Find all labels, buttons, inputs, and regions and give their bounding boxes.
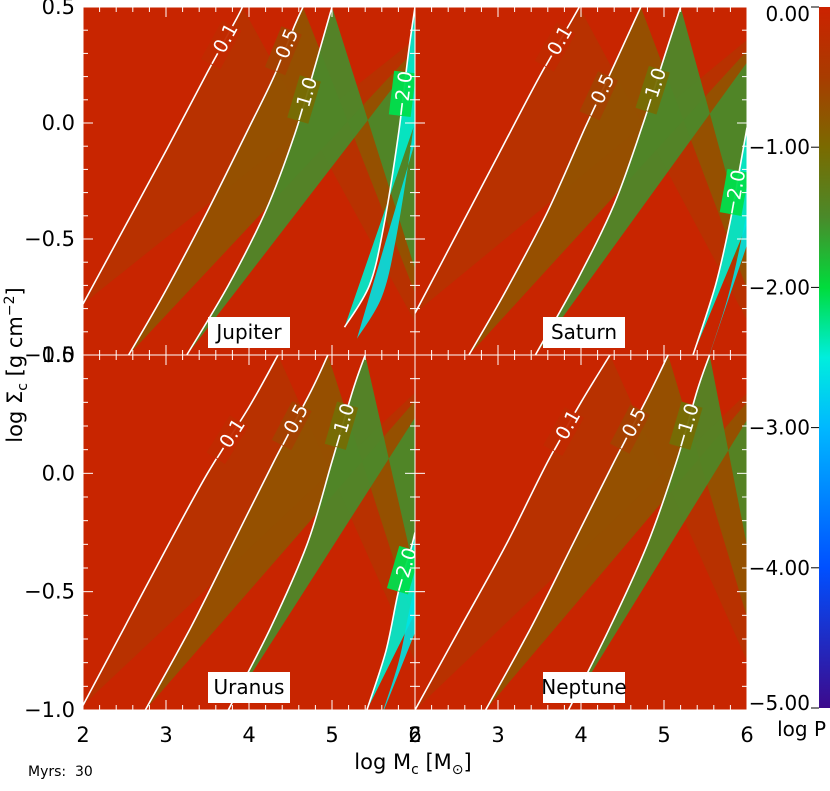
contour-line--1: [186, 7, 333, 355]
y-tick-label: −0.5: [24, 580, 75, 604]
ticks-jupiter: [82, 6, 416, 356]
y-tick-label: −1.0: [24, 698, 75, 722]
colorbar-tick-label: −1.00: [749, 135, 810, 159]
x-tick-label: 3: [491, 723, 504, 747]
y-tick-label: 0.0: [42, 461, 75, 485]
field-band: [468, 7, 747, 355]
contour-line--2: [366, 532, 415, 710]
y-tick-label: −1.0: [24, 343, 75, 367]
contour-line--1: [534, 7, 682, 355]
x-tick-label: 6: [408, 723, 421, 747]
x-axis-title: log Mc [M⊙]: [354, 750, 471, 778]
ticks-layer: −1.0−0.50.00.5−1.0−0.50.00.52 3 4 5 62 3 4 5 6: [24, 0, 754, 747]
x-tick-label: 2: [76, 723, 89, 747]
field-band: [228, 355, 415, 710]
contour-line--2: [343, 7, 415, 328]
y-tick-label: 0.5: [42, 0, 75, 19]
field-band: [128, 7, 415, 355]
x-tick-label: 3: [159, 723, 172, 747]
x-tick-label: 4: [574, 723, 587, 747]
colorbar-label: log P: [777, 717, 826, 741]
footer-label: Myrs:: [28, 764, 66, 780]
contour-label: −2.0: [388, 70, 417, 118]
x-tick-label: 5: [325, 723, 338, 747]
panel-label-text: Jupiter: [214, 320, 282, 344]
contour-line--0_5: [144, 355, 329, 710]
colorbar-tick-label: −5.00: [749, 691, 810, 715]
x-tick-label: 4: [242, 723, 255, 747]
y-tick-label: 0.5: [42, 343, 75, 367]
field-bands: [415, 7, 747, 355]
panel-label-text: Saturn: [551, 320, 617, 344]
colorbar-tick-label: −4.00: [749, 556, 810, 580]
contour-line--1: [567, 355, 711, 710]
panel-label-text: Uranus: [214, 675, 285, 699]
contour-line--1: [227, 355, 366, 710]
field-band: [535, 7, 747, 355]
field-band: [693, 127, 747, 355]
field-band: [186, 7, 415, 355]
field-core: [383, 588, 415, 710]
footer: Myrs: 30: [28, 764, 93, 780]
contour-lines: −0.1−0.5−1.0−2.0: [83, 7, 417, 355]
contour-label-text: −2.0: [390, 70, 417, 118]
colorbar-tick-label: 0.00: [765, 2, 810, 26]
ticks-neptune: [414, 354, 748, 711]
y-axis-title: log Σc [g cm−2]: [2, 287, 31, 442]
panel-label-text: Neptune: [541, 675, 626, 699]
x-tick-label: 6: [740, 723, 753, 747]
contour-line--0_1: [83, 355, 279, 706]
field-bands: [83, 7, 415, 355]
panel-label-saturn: Saturn: [543, 317, 625, 348]
contour-line--0_5: [484, 355, 669, 710]
x-tick-label: 5: [657, 723, 670, 747]
contour-line--0_1: [415, 355, 611, 710]
panel-label-uranus: Uranus: [208, 672, 290, 703]
svg-text:log Σc [g cm−2]: log Σc [g cm−2]: [2, 287, 31, 442]
contour-line--0_5: [127, 7, 304, 355]
panel-label-neptune: Neptune: [541, 672, 627, 703]
contour-line--2: [692, 127, 747, 355]
colorbar-tick-label: −3.00: [749, 416, 810, 440]
colorbar-tick-label: −2.00: [749, 275, 810, 299]
ticks-uranus: [82, 354, 416, 711]
footer-value: 30: [75, 764, 93, 780]
colorbar-gradient: [819, 7, 830, 708]
svg-text:log Mc [M⊙]: log Mc [M⊙]: [354, 750, 471, 778]
contour-line--0_1: [83, 7, 244, 305]
contour-line--0_1: [415, 7, 580, 314]
y-tick-label: 0.0: [42, 111, 75, 135]
ticks-saturn: [414, 6, 748, 356]
y-tick-label: −0.5: [24, 227, 75, 251]
contour-line--0_5: [468, 7, 642, 355]
panel-label-jupiter: Jupiter: [208, 317, 290, 348]
x-tick-label: 2: [408, 723, 421, 747]
